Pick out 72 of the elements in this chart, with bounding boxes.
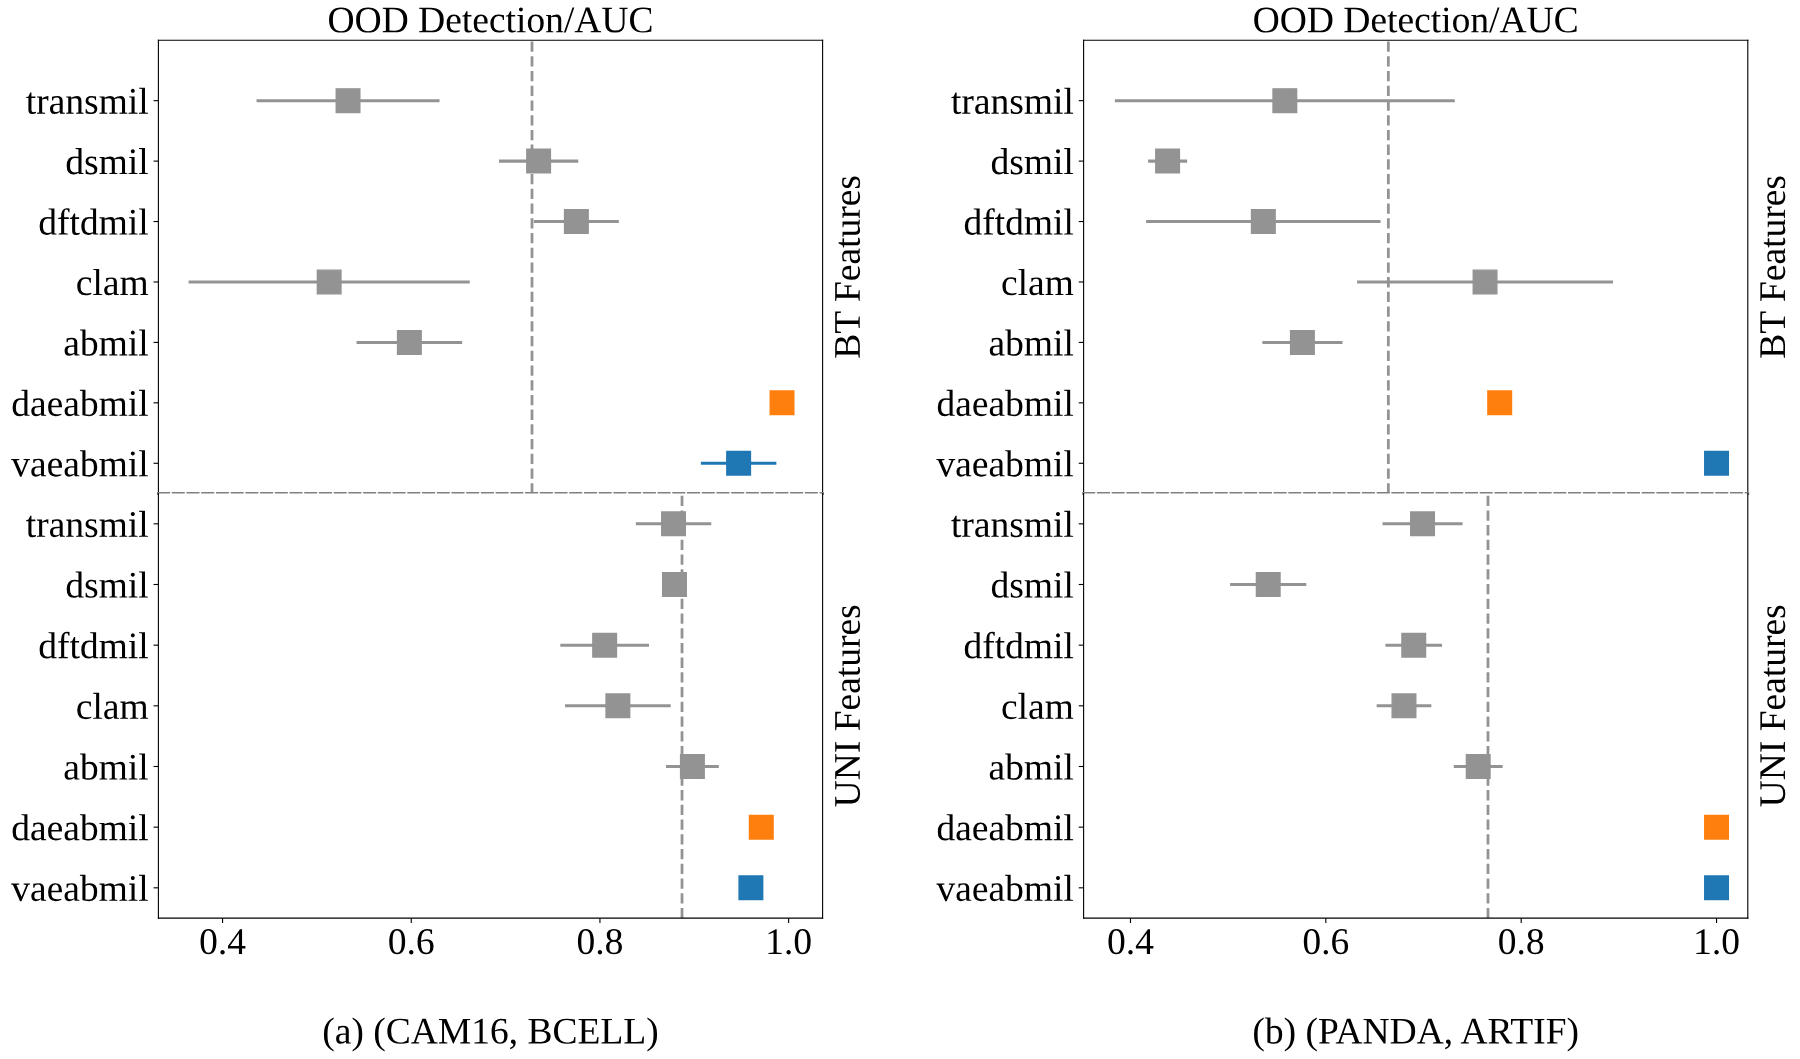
point xyxy=(1465,753,1491,779)
point xyxy=(335,88,361,114)
y-tick-label: clam xyxy=(1002,268,1074,296)
y-tick-label: dftdmil xyxy=(39,631,148,659)
x-tick-label: 0.8 xyxy=(577,928,622,955)
y-tick-label: clam xyxy=(77,692,149,720)
y-tick-label: vaeabmil xyxy=(11,450,148,477)
point xyxy=(1401,632,1427,658)
y-tick-label: dsmil xyxy=(991,148,1074,175)
y-tick-label: abmil xyxy=(989,329,1074,356)
y-tick-label: clam xyxy=(1002,692,1074,720)
point xyxy=(1272,88,1298,114)
y-tick-label: abmil xyxy=(64,753,148,780)
point xyxy=(1155,148,1181,174)
point xyxy=(1487,390,1513,416)
y-tick-label: daeabmil xyxy=(12,389,148,417)
point xyxy=(748,814,774,840)
point xyxy=(1255,571,1281,597)
chart-title: OOD Detection/AUC xyxy=(1254,7,1577,33)
point xyxy=(592,632,618,658)
y-tick-label: daeabmil xyxy=(12,814,148,841)
point xyxy=(316,269,342,295)
y-tick-label: daeabmil xyxy=(937,814,1074,841)
point xyxy=(563,209,589,235)
point xyxy=(1410,511,1436,537)
y-tick-label: abmil xyxy=(64,329,148,356)
point xyxy=(396,329,422,355)
y-tick-label: abmil xyxy=(989,753,1074,780)
y-tick-label: dsmil xyxy=(66,148,148,175)
y-tick-label: vaeabmil xyxy=(936,874,1074,902)
point xyxy=(726,450,752,476)
y-tick-label: clam xyxy=(77,268,149,296)
point xyxy=(1704,450,1730,476)
point xyxy=(526,148,552,174)
point xyxy=(769,390,795,416)
point xyxy=(1704,814,1730,840)
x-tick-label: 1.0 xyxy=(1696,928,1739,955)
point xyxy=(738,875,764,901)
x-tick-label: 0.4 xyxy=(1108,928,1154,955)
x-tick-label: 0.6 xyxy=(1303,928,1349,955)
x-tick-label: 0.4 xyxy=(200,928,246,955)
y-tick-label: transmil xyxy=(951,510,1074,538)
y-axis-title: UNI Features xyxy=(835,605,861,807)
y-tick-label: transmil xyxy=(26,510,148,538)
chart-title: OOD Detection/AUC xyxy=(329,7,652,33)
y-axis-title: BT Features xyxy=(1760,176,1786,358)
y-tick-label: dftdmil xyxy=(964,631,1074,659)
y-tick-label: dftdmil xyxy=(39,208,148,235)
x-axis-title: (b) (PANDA, ARTIF) xyxy=(1254,1017,1578,1052)
y-tick-label: vaeabmil xyxy=(936,450,1074,477)
point xyxy=(1391,693,1417,719)
y-tick-label: dftdmil xyxy=(964,208,1074,235)
y-axis-title: UNI Features xyxy=(1760,605,1786,807)
x-tick-label: 0.8 xyxy=(1499,928,1544,955)
y-axis-title: BT Features xyxy=(835,176,861,358)
point xyxy=(1250,209,1276,235)
y-tick-label: transmil xyxy=(26,87,148,115)
point xyxy=(1289,329,1315,355)
x-tick-label: 0.6 xyxy=(389,928,434,955)
y-tick-label: vaeabmil xyxy=(11,874,148,902)
y-tick-label: dsmil xyxy=(66,571,148,598)
point xyxy=(661,571,687,597)
point xyxy=(605,693,631,719)
y-tick-label: daeabmil xyxy=(937,389,1074,417)
y-tick-label: dsmil xyxy=(991,571,1074,598)
x-axis-title: (a) (CAM16, BCELL) xyxy=(323,1017,658,1052)
point xyxy=(661,511,687,537)
point xyxy=(1704,875,1730,901)
y-tick-label: transmil xyxy=(951,87,1074,115)
x-tick-label: 1.0 xyxy=(768,928,811,955)
point xyxy=(1472,269,1498,295)
point xyxy=(679,753,705,779)
